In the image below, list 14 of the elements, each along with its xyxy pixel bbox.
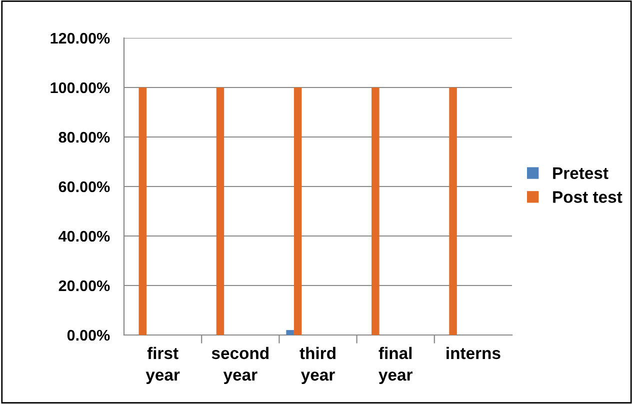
legend-label: Pretest	[553, 167, 608, 180]
y-tick-label: 20.00%	[58, 280, 110, 292]
x-tick-label: final year	[378, 346, 412, 384]
y-tick-label: 100.00%	[50, 82, 110, 94]
x-tick-label: interns	[446, 346, 500, 360]
x-tick-label: second year	[212, 346, 268, 384]
y-tick-label: 60.00%	[58, 181, 110, 192]
legend-label: Post test	[553, 191, 622, 203]
y-tick-label: 80.00%	[58, 132, 110, 143]
y-tick-label: 40.00%	[58, 230, 110, 242]
y-tick-label: 120.00%	[50, 32, 110, 44]
y-tick-label: 0.00%	[67, 330, 110, 341]
x-tick-label: third year	[300, 346, 336, 384]
x-tick-label: first year	[146, 346, 180, 384]
